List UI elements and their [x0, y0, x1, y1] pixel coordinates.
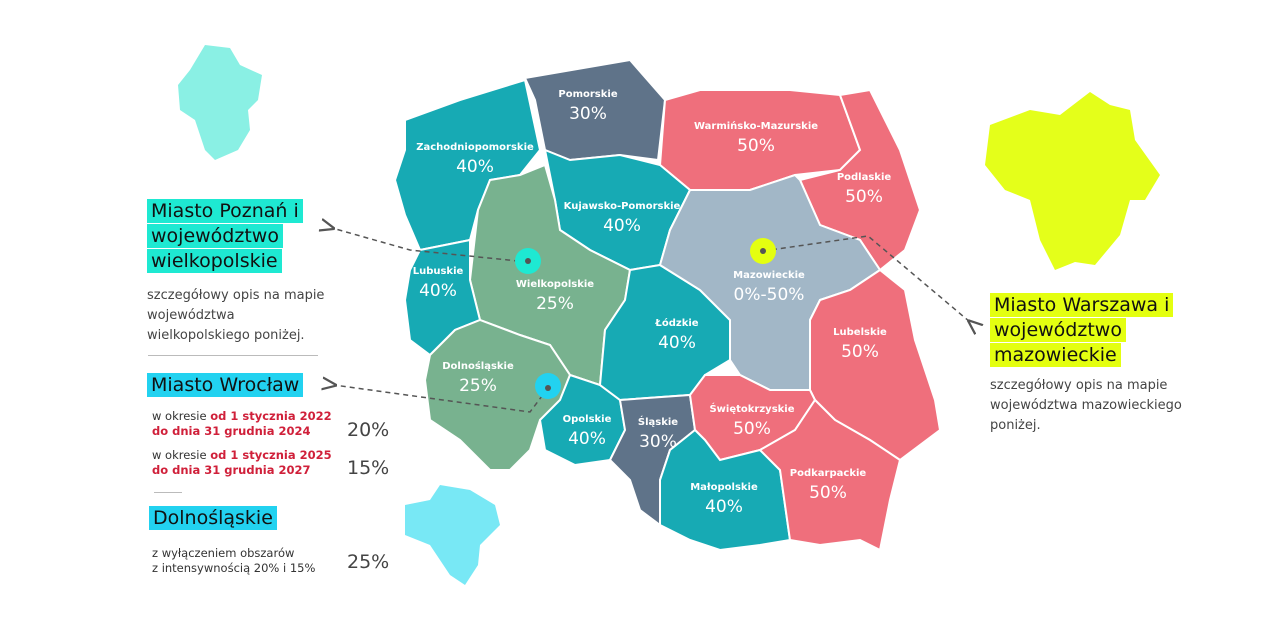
- region-name-label: Kujawsko-Pomorskie: [564, 201, 681, 212]
- poznan-desc: szczegółowy opis na mapie województwa wi…: [147, 288, 325, 343]
- wroclaw-marker-dot: [545, 385, 551, 391]
- dolnoslaskie-panel: Dolnośląskie: [149, 506, 277, 531]
- region-name-label: Lubuskie: [413, 266, 464, 277]
- dolnoslaskie-desc: z wyłączeniem obszarów z intensywnością …: [152, 546, 315, 576]
- divider: [148, 355, 318, 356]
- period-prefix: w okresie: [152, 409, 211, 423]
- period-end: do dnia 31 grudnia 2024: [152, 424, 311, 438]
- period-start: od 1 stycznia 2025: [210, 448, 332, 462]
- region-name-label: Pomorskie: [558, 89, 617, 100]
- period-start: od 1 stycznia 2022: [210, 409, 332, 423]
- region-rate-label: 50%: [809, 483, 847, 503]
- wroclaw-period-2: w okresie od 1 stycznia 2025 do dnia 31 …: [152, 448, 332, 478]
- desc-line: z wyłączeniem obszarów: [152, 546, 295, 560]
- warsaw-marker-dot: [760, 248, 766, 254]
- warszawa-title: Miasto Warszawa i województwo mazowiecki…: [990, 293, 1174, 367]
- region-rate-label: 40%: [658, 333, 696, 353]
- region-rate-label: 50%: [733, 419, 771, 439]
- region-name-label: Lubelskie: [833, 327, 887, 338]
- period-prefix: w okresie: [152, 448, 211, 462]
- region-rate-label: 40%: [568, 429, 606, 449]
- wroclaw-panel: Miasto Wrocław: [147, 373, 347, 398]
- region-name-label: Śląskie: [638, 415, 678, 428]
- region-rate-label: 25%: [536, 294, 574, 314]
- region-podkarpackie[interactable]: [758, 398, 902, 552]
- warszawa-desc: szczegółowy opis na mapie województwa ma…: [990, 378, 1182, 433]
- region-rate-label: 50%: [841, 342, 879, 362]
- region-name-label: Wielkopolskie: [516, 279, 594, 290]
- region-rate-label: 40%: [705, 497, 743, 517]
- region-rate-label: 40%: [603, 216, 641, 236]
- dolnoslaskie-title: Dolnośląskie: [149, 506, 277, 530]
- region-rate-label: 40%: [419, 281, 457, 301]
- wroclaw-rate-1: 20%: [347, 419, 390, 441]
- wroclaw-period-1: w okresie od 1 stycznia 2022 do dnia 31 …: [152, 409, 332, 439]
- region-rate-label: 25%: [459, 376, 497, 396]
- region-name-label: Podlaskie: [837, 172, 892, 183]
- region-rate-label: 40%: [456, 157, 494, 177]
- region-name-label: Dolnośląskie: [442, 360, 514, 372]
- period-end: do dnia 31 grudnia 2027: [152, 463, 311, 477]
- poznan-title: Miasto Poznań i województwo wielkopolski…: [147, 199, 303, 273]
- poznan-marker-dot: [525, 258, 531, 264]
- region-name-label: Małopolskie: [690, 482, 758, 493]
- poznan-pointer-line: [332, 228, 529, 263]
- region-rate-label: 50%: [737, 136, 775, 156]
- wielkopolskie-silhouette: [178, 45, 262, 160]
- dolnoslaskie-rate: 25%: [347, 551, 390, 573]
- region-rate-label: 0%-50%: [734, 285, 805, 305]
- region-rate-label: 30%: [639, 432, 677, 452]
- region-name-label: Zachodniopomorskie: [416, 142, 534, 153]
- region-name-label: Opolskie: [563, 414, 612, 425]
- region-name-label: Warmińsko-Mazurskie: [694, 120, 818, 132]
- region-rate-label: 30%: [569, 104, 607, 124]
- region-name-label: Łódzkie: [654, 317, 698, 329]
- region-rate-label: 50%: [845, 187, 883, 207]
- poznan-panel: Miasto Poznań i województwo wielkopolski…: [147, 199, 327, 346]
- region-name-label: Podkarpackie: [790, 468, 867, 479]
- wroclaw-title: Miasto Wrocław: [147, 373, 304, 397]
- warszawa-panel: Miasto Warszawa i województwo mazowiecki…: [990, 293, 1182, 436]
- dolnoslaskie-silhouette: [405, 485, 500, 585]
- desc-line: z intensywnością 20% i 15%: [152, 561, 316, 575]
- divider-short: [154, 492, 182, 493]
- region-name-label: Świętokrzyskie: [709, 402, 794, 415]
- region-pomorskie[interactable]: [523, 58, 667, 162]
- mazowieckie-silhouette: [985, 92, 1160, 270]
- region-name-label: Mazowieckie: [733, 270, 805, 281]
- wroclaw-rate-2: 15%: [347, 457, 390, 479]
